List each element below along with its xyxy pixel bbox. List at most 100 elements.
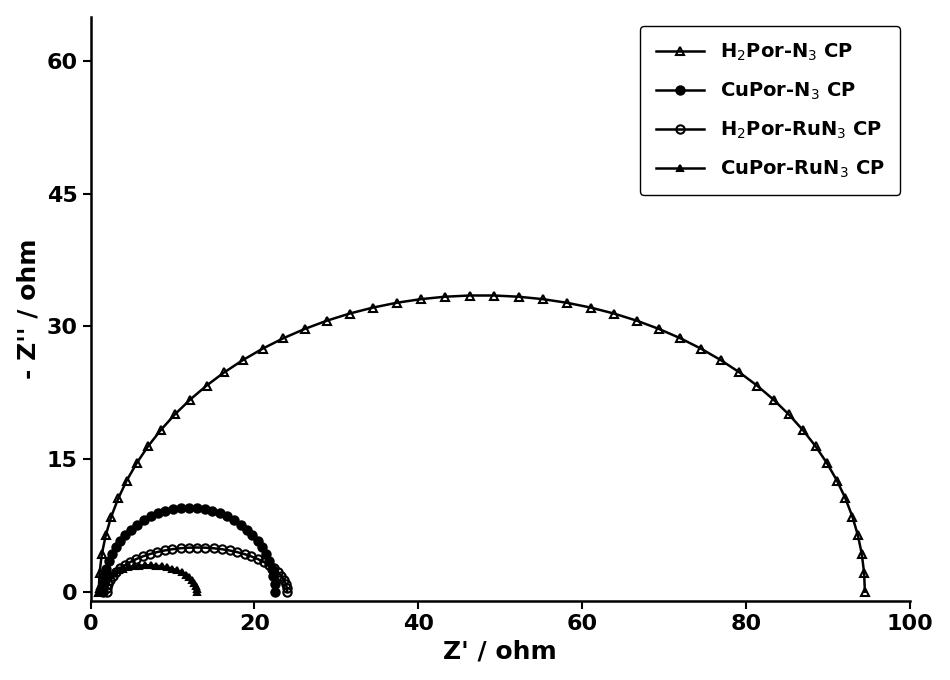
CuPor-RuN$_3$ CP [96, 579, 107, 587]
CuPor-N$_3$ CP [125, 526, 137, 534]
CuPor-N$_3$ CP [103, 558, 114, 566]
H$_2$Por-N$_3$ CP [859, 588, 870, 596]
CuPor-RuN$_3$ CP [145, 561, 157, 569]
H$_2$Por-N$_3$ CP [238, 356, 249, 364]
H$_2$Por-RuN$_3$ CP [143, 550, 155, 558]
CuPor-N$_3$ CP [115, 537, 126, 545]
H$_2$Por-RuN$_3$ CP [115, 564, 126, 573]
H$_2$Por-N$_3$ CP [783, 411, 794, 419]
CuPor-N$_3$ CP [263, 558, 275, 566]
H$_2$Por-N$_3$ CP [94, 568, 105, 577]
CuPor-RuN$_3$ CP [104, 571, 116, 579]
H$_2$Por-RuN$_3$ CP [159, 547, 170, 555]
H$_2$Por-N$_3$ CP [218, 369, 230, 377]
H$_2$Por-RuN$_3$ CP [238, 550, 250, 558]
CuPor-N$_3$ CP [110, 543, 122, 551]
H$_2$Por-RuN$_3$ CP [111, 568, 123, 576]
H$_2$Por-RuN$_3$ CP [137, 552, 148, 560]
H$_2$Por-RuN$_3$ CP [131, 555, 142, 563]
CuPor-N$_3$ CP [241, 526, 253, 534]
CuPor-RuN$_3$ CP [101, 573, 112, 581]
H$_2$Por-N$_3$ CP [631, 317, 642, 325]
H$_2$Por-RuN$_3$ CP [103, 579, 114, 588]
CuPor-RuN$_3$ CP [113, 566, 124, 575]
CuPor-N$_3$ CP [97, 588, 108, 596]
CuPor-N$_3$ CP [98, 580, 109, 588]
CuPor-RuN$_3$ CP [188, 579, 200, 587]
CuPor-RuN$_3$ CP [93, 585, 104, 593]
CuPor-N$_3$ CP [138, 516, 149, 524]
H$_2$Por-RuN$_3$ CP [166, 545, 178, 554]
H$_2$Por-RuN$_3$ CP [104, 575, 116, 583]
CuPor-RuN$_3$ CP [108, 568, 120, 577]
CuPor-N$_3$ CP [131, 521, 142, 529]
H$_2$Por-RuN$_3$ CP [175, 544, 186, 552]
CuPor-RuN$_3$ CP [183, 573, 195, 581]
CuPor-RuN$_3$ CP [191, 588, 202, 596]
CuPor-N$_3$ CP [215, 509, 226, 517]
H$_2$Por-N$_3$ CP [105, 513, 117, 521]
H$_2$Por-N$_3$ CP [513, 292, 524, 301]
CuPor-N$_3$ CP [106, 550, 118, 558]
CuPor-RuN$_3$ CP [123, 563, 134, 571]
CuPor-N$_3$ CP [269, 580, 280, 588]
CuPor-N$_3$ CP [191, 504, 202, 512]
H$_2$Por-RuN$_3$ CP [246, 552, 257, 560]
CuPor-RuN$_3$ CP [157, 562, 168, 571]
CuPor-RuN$_3$ CP [140, 561, 151, 569]
Line: CuPor-RuN$_3$ CP: CuPor-RuN$_3$ CP [95, 562, 200, 595]
CuPor-RuN$_3$ CP [93, 588, 104, 596]
H$_2$Por-N$_3$ CP [299, 325, 311, 333]
H$_2$Por-RuN$_3$ CP [216, 545, 227, 554]
CuPor-N$_3$ CP [256, 543, 268, 551]
H$_2$Por-RuN$_3$ CP [191, 543, 202, 551]
H$_2$Por-N$_3$ CP [846, 513, 858, 521]
H$_2$Por-N$_3$ CP [390, 299, 402, 307]
CuPor-N$_3$ CP [247, 531, 258, 539]
H$_2$Por-N$_3$ CP [93, 588, 104, 596]
CuPor-N$_3$ CP [252, 537, 263, 545]
Line: H$_2$Por-RuN$_3$ CP: H$_2$Por-RuN$_3$ CP [103, 543, 292, 596]
H$_2$Por-RuN$_3$ CP [183, 543, 195, 551]
H$_2$Por-N$_3$ CP [674, 334, 686, 342]
CuPor-RuN$_3$ CP [190, 581, 201, 590]
H$_2$Por-N$_3$ CP [142, 442, 154, 450]
H$_2$Por-N$_3$ CP [733, 369, 745, 377]
CuPor-RuN$_3$ CP [128, 562, 140, 571]
H$_2$Por-N$_3$ CP [585, 303, 597, 311]
H$_2$Por-RuN$_3$ CP [200, 543, 211, 551]
H$_2$Por-N$_3$ CP [321, 317, 332, 325]
CuPor-N$_3$ CP [160, 507, 171, 515]
H$_2$Por-N$_3$ CP [856, 549, 867, 558]
H$_2$Por-RuN$_3$ CP [278, 575, 290, 583]
CuPor-N$_3$ CP [99, 572, 110, 580]
H$_2$Por-N$_3$ CP [121, 477, 132, 485]
CuPor-N$_3$ CP [167, 505, 179, 513]
H$_2$Por-N$_3$ CP [100, 531, 111, 539]
H$_2$Por-N$_3$ CP [112, 494, 124, 503]
CuPor-RuN$_3$ CP [167, 564, 179, 573]
CuPor-N$_3$ CP [152, 509, 163, 517]
H$_2$Por-RuN$_3$ CP [124, 558, 136, 566]
H$_2$Por-N$_3$ CP [840, 494, 851, 503]
CuPor-N$_3$ CP [228, 516, 239, 524]
CuPor-N$_3$ CP [144, 513, 156, 521]
CuPor-N$_3$ CP [175, 504, 186, 512]
CuPor-N$_3$ CP [120, 531, 131, 539]
H$_2$Por-RuN$_3$ CP [258, 558, 270, 566]
CuPor-N$_3$ CP [199, 505, 210, 513]
CuPor-RuN$_3$ CP [180, 571, 191, 579]
Line: H$_2$Por-N$_3$ CP: H$_2$Por-N$_3$ CP [95, 291, 869, 596]
CuPor-RuN$_3$ CP [162, 563, 173, 571]
CuPor-RuN$_3$ CP [94, 581, 105, 590]
CuPor-N$_3$ CP [221, 513, 233, 521]
X-axis label: Z' / ohm: Z' / ohm [444, 639, 557, 663]
CuPor-N$_3$ CP [266, 564, 277, 573]
H$_2$Por-N$_3$ CP [821, 459, 832, 467]
H$_2$Por-N$_3$ CP [768, 396, 779, 404]
CuPor-RuN$_3$ CP [98, 576, 109, 584]
H$_2$Por-N$_3$ CP [751, 381, 763, 390]
CuPor-RuN$_3$ CP [151, 562, 162, 570]
H$_2$Por-N$_3$ CP [367, 303, 378, 311]
CuPor-N$_3$ CP [269, 588, 280, 596]
